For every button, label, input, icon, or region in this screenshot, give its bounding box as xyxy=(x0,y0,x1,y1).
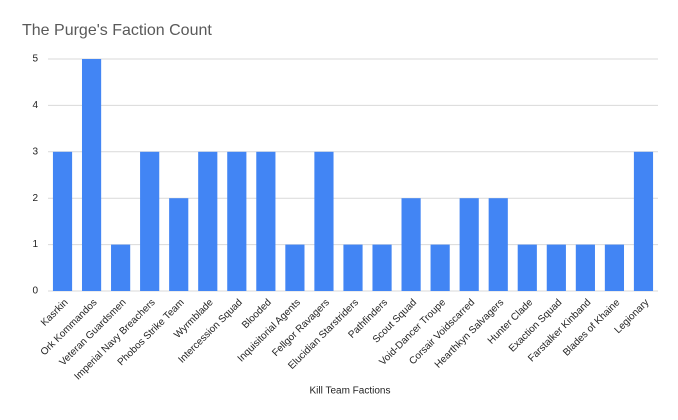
chart-title: The Purge's Faction Count xyxy=(22,22,212,39)
y-tick-label: 2 xyxy=(32,193,38,204)
bar xyxy=(546,244,566,291)
bar xyxy=(140,151,160,291)
y-tick-label: 4 xyxy=(32,100,38,111)
bar xyxy=(343,244,363,291)
bar xyxy=(227,151,247,291)
bar xyxy=(430,244,450,291)
bar xyxy=(256,151,276,291)
bar xyxy=(459,198,479,291)
bar xyxy=(604,244,625,291)
bar xyxy=(169,198,189,291)
y-tick-label: 1 xyxy=(32,239,38,250)
bar xyxy=(81,59,102,291)
bar xyxy=(314,151,334,291)
bar xyxy=(633,151,654,291)
y-tick-label: 5 xyxy=(32,54,38,65)
bar xyxy=(401,198,421,291)
y-tick-label: 3 xyxy=(32,146,38,157)
bar xyxy=(517,244,537,291)
bar xyxy=(372,244,392,291)
x-axis-label: Kill Team Factions xyxy=(310,386,391,397)
bar xyxy=(488,198,508,291)
bar xyxy=(198,151,218,291)
bar xyxy=(285,244,305,291)
bar xyxy=(575,244,595,291)
y-tick-label: 0 xyxy=(32,286,38,297)
bar xyxy=(52,151,73,291)
bar xyxy=(111,244,131,291)
